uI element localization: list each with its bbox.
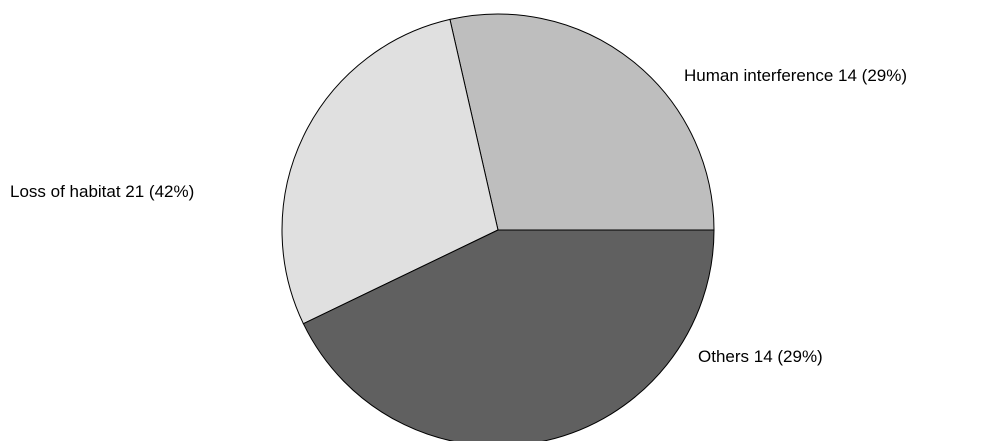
slice-label-loss-of-habitat: Loss of habitat 21 (42%) xyxy=(10,182,194,201)
slice-label-human-interference: Human interference 14 (29%) xyxy=(684,66,907,85)
pie-labels: Human interference 14 (29%) Others 14 (2… xyxy=(10,66,907,366)
slice-label-others: Others 14 (29%) xyxy=(698,347,823,366)
pie-slices xyxy=(281,13,715,441)
pie-slice-others xyxy=(281,18,499,325)
pie-slice-human-interference xyxy=(449,13,715,231)
